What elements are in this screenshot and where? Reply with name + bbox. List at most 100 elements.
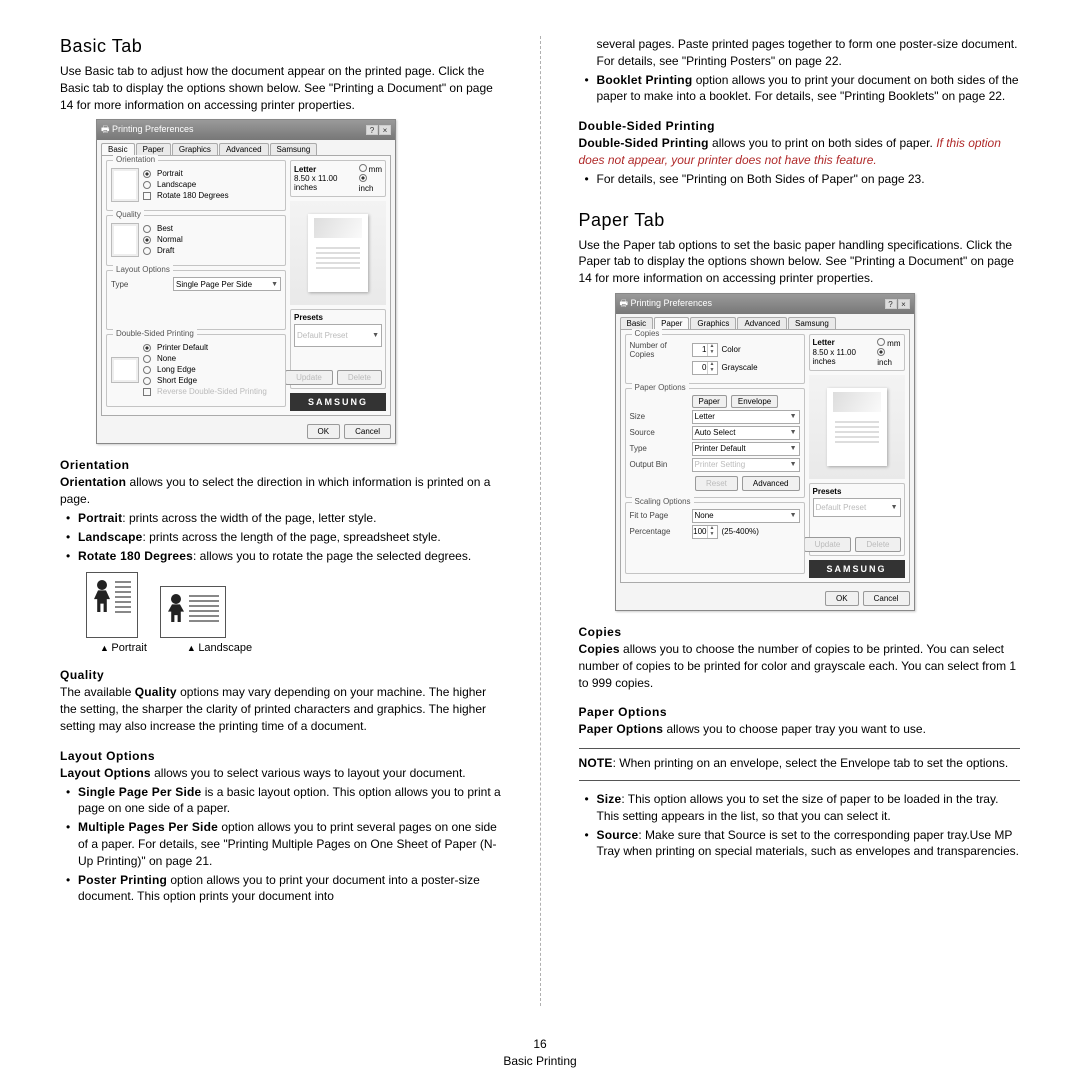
subtab-paper[interactable]: Paper: [692, 395, 727, 408]
tab-graphics[interactable]: Graphics: [690, 317, 736, 329]
reset-button[interactable]: Reset: [695, 476, 738, 491]
window-buttons: ?×: [884, 299, 910, 309]
layout-para: Layout Options allows you to select vari…: [60, 765, 502, 782]
booklet-bold: Booklet Printing: [597, 73, 693, 87]
check-reverse-dsp[interactable]: [143, 388, 151, 396]
dsp-thumb-icon: [111, 357, 139, 383]
radio-printer-default[interactable]: [143, 344, 151, 352]
type-select[interactable]: Printer Default▼: [692, 442, 800, 456]
tab-basic[interactable]: Basic: [620, 317, 654, 329]
brand-logo: SAMSUNG: [290, 393, 386, 411]
ok-button[interactable]: OK: [307, 424, 341, 439]
tab-advanced[interactable]: Advanced: [737, 317, 787, 329]
radio-inch[interactable]: [877, 348, 885, 356]
rotate-bold: Rotate 180 Degrees: [78, 549, 193, 563]
presets-select[interactable]: Default Preset▼: [813, 498, 901, 518]
multi-bold: Multiple Pages Per Side: [78, 820, 218, 834]
outputbin-label: Output Bin: [630, 460, 688, 469]
close-icon[interactable]: ×: [379, 125, 391, 135]
orientation-list: Portrait: prints across the width of the…: [60, 510, 502, 564]
radio-mm[interactable]: [877, 338, 885, 346]
radio-inch[interactable]: [359, 174, 367, 182]
copies-para: Copies allows you to choose the number o…: [579, 641, 1021, 691]
radio-short-edge[interactable]: [143, 377, 151, 385]
tab-samsung[interactable]: Samsung: [270, 143, 318, 155]
update-button[interactable]: Update: [804, 537, 852, 552]
copies-gray-label: Grayscale: [722, 363, 758, 372]
presets-value: Default Preset: [816, 503, 867, 512]
subtab-envelope[interactable]: Envelope: [731, 395, 778, 408]
layout-type-select[interactable]: Single Page Per Side▼: [173, 277, 281, 291]
radio-mm-label: mm: [887, 339, 900, 348]
delete-button[interactable]: Delete: [337, 370, 382, 385]
tab-paper[interactable]: Paper: [136, 143, 171, 155]
page-footer-text: Basic Printing: [0, 1053, 1080, 1070]
layout-bold: Layout Options: [60, 766, 151, 780]
double-list: For details, see "Printing on Both Sides…: [579, 171, 1021, 188]
fit-select[interactable]: None▼: [692, 509, 800, 523]
single-bold: Single Page Per Side: [78, 785, 201, 799]
paper-tab-heading: Paper Tab: [579, 210, 1021, 231]
close-icon[interactable]: ×: [898, 299, 910, 309]
paperopt-bold: Paper Options: [579, 722, 664, 736]
source-text: : Make sure that Source is set to the co…: [597, 828, 1019, 859]
radio-none[interactable]: [143, 355, 151, 363]
source-select[interactable]: Auto Select▼: [692, 426, 800, 440]
size-select[interactable]: Letter▼: [692, 410, 800, 424]
page-footer: 16 Basic Printing: [0, 1036, 1080, 1070]
radio-mm[interactable]: [359, 164, 367, 172]
orientation-captions: Portrait Landscape: [100, 642, 502, 654]
tab-graphics[interactable]: Graphics: [172, 143, 218, 155]
presets-legend: Presets: [294, 313, 382, 322]
advanced-button[interactable]: Advanced: [742, 476, 800, 491]
help-icon[interactable]: ?: [366, 125, 378, 135]
tab-advanced[interactable]: Advanced: [219, 143, 269, 155]
delete-button[interactable]: Delete: [855, 537, 900, 552]
tab-paper[interactable]: Paper: [654, 317, 689, 329]
source-label: Source: [630, 428, 688, 437]
brand-logo: SAMSUNG: [809, 560, 905, 578]
presets-value: Default Preset: [297, 331, 348, 340]
copies-gray-spinner[interactable]: 0▲▼: [692, 361, 718, 375]
tab-samsung[interactable]: Samsung: [788, 317, 836, 329]
size-label: Size: [630, 412, 688, 421]
list-item: Size: This option allows you to set the …: [589, 791, 1021, 825]
radio-normal-label: Normal: [157, 235, 183, 244]
paper-tab-intro: Use the Paper tab options to set the bas…: [579, 237, 1021, 287]
chevron-down-icon: ▼: [790, 461, 797, 468]
radio-none-label: None: [157, 354, 176, 363]
portrait-bold: Portrait: [78, 511, 122, 525]
layout-type-value: Single Page Per Side: [176, 280, 252, 289]
dialog-titlebar: 🖶 Printing Preferences ?×: [616, 294, 914, 314]
radio-landscape[interactable]: [143, 181, 151, 189]
cancel-button[interactable]: Cancel: [344, 424, 391, 439]
help-icon[interactable]: ?: [885, 299, 897, 309]
presets-select[interactable]: Default Preset▼: [294, 324, 382, 347]
tab-basic[interactable]: Basic: [101, 143, 135, 155]
radio-long-edge[interactable]: [143, 366, 151, 374]
letter-title: Letter: [294, 165, 316, 174]
radio-best[interactable]: [143, 225, 151, 233]
list-item: Single Page Per Side is a basic layout o…: [70, 784, 502, 818]
size-text: : This option allows you to set the size…: [597, 792, 999, 823]
note-text: : When printing on an envelope, select t…: [613, 756, 1009, 770]
ok-button[interactable]: OK: [825, 591, 859, 606]
copies-group: Copies Number of Copies 1▲▼ Color 0▲▼ Gr…: [625, 334, 805, 384]
radio-normal[interactable]: [143, 236, 151, 244]
update-button[interactable]: Update: [285, 370, 333, 385]
list-item: Poster Printing option allows you to pri…: [70, 872, 502, 906]
type-label: Type: [630, 444, 688, 453]
list-item: Landscape: prints across the length of t…: [70, 529, 502, 546]
pct-spinner[interactable]: 100▲▼: [692, 525, 718, 539]
orientation-group: Orientation Portrait Landscape Rotate 18…: [106, 160, 286, 211]
copies-color-spinner[interactable]: 1▲▼: [692, 343, 718, 357]
quality-heading: Quality: [60, 668, 502, 682]
basic-tab-heading: Basic Tab: [60, 36, 502, 57]
fit-value: None: [695, 511, 714, 520]
radio-portrait[interactable]: [143, 170, 151, 178]
cancel-button[interactable]: Cancel: [863, 591, 910, 606]
dialog-titlebar: 🖶 Printing Preferences ?×: [97, 120, 395, 140]
fit-label: Fit to Page: [630, 511, 688, 520]
check-rotate[interactable]: [143, 192, 151, 200]
radio-draft[interactable]: [143, 247, 151, 255]
